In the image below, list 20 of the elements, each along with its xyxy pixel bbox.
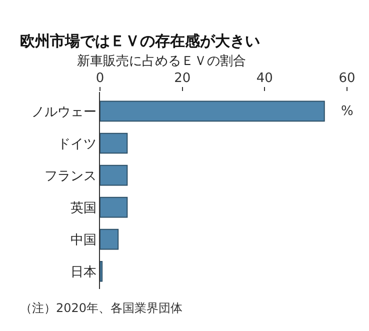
y-tick-label: 日本 xyxy=(70,264,96,280)
bar xyxy=(100,228,119,250)
y-tick-label: ドイツ xyxy=(57,136,96,152)
bar xyxy=(100,100,325,122)
x-tick-label: 60 xyxy=(338,70,356,86)
bar xyxy=(100,260,103,282)
text: （注）2020年、各国業界団体 xyxy=(20,301,183,315)
chart-subtitle: 新車販売に占めるＥＶの割合 xyxy=(77,54,246,69)
y-tick-label: ノルウェー xyxy=(31,104,96,120)
bar xyxy=(100,132,128,154)
bar xyxy=(100,196,128,218)
bar xyxy=(100,164,128,186)
x-axis-title: % xyxy=(341,104,354,119)
x-tick-label: 40 xyxy=(256,70,273,86)
chart-title: 欧州市場ではＥＶの存在感が大きい xyxy=(20,32,260,50)
y-tick-label: フランス xyxy=(44,168,96,184)
y-tick-label: 中国 xyxy=(70,232,96,248)
x-tick-label: 0 xyxy=(96,70,104,86)
x-tick-label: 20 xyxy=(174,70,191,86)
y-tick-label: 英国 xyxy=(70,200,96,216)
